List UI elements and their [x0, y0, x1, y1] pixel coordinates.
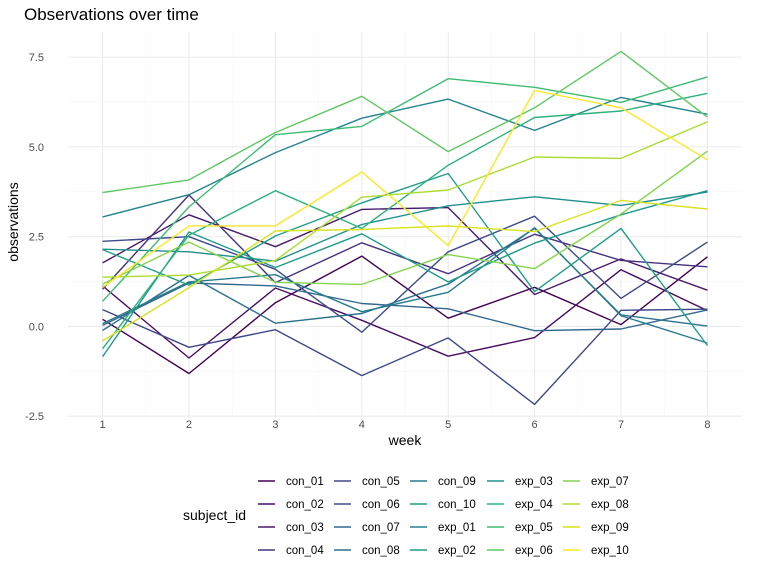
series-line-exp-02: [102, 190, 708, 357]
y-axis-ticks: -2.5 0.0 2.5 5.0 7.5: [25, 52, 44, 423]
x-tick-label: 4: [359, 419, 365, 431]
series-line-exp-03: [102, 191, 708, 262]
series-line-exp-10: [102, 89, 708, 288]
legend-item-con-04: con_04: [258, 545, 324, 557]
x-axis-ticks: 1 2 3 4 5 6 7 8: [100, 419, 711, 431]
series-line-exp-09: [102, 199, 708, 342]
legend-item-exp-05: exp_05: [487, 522, 553, 534]
x-axis-title: week: [388, 432, 423, 448]
legend-label: con_10: [438, 499, 476, 511]
series-lines: [102, 50, 708, 406]
legend-item-exp-04: exp_04: [487, 499, 553, 511]
legend-item-con-09: con_09: [410, 476, 476, 488]
legend-label: exp_09: [591, 522, 629, 534]
x-tick-label: 2: [186, 419, 192, 431]
y-tick-label: -2.5: [25, 411, 44, 423]
legend-item-exp-06: exp_06: [487, 545, 553, 557]
legend-label: exp_07: [591, 476, 629, 488]
legend-item-con-10: con_10: [410, 499, 476, 511]
legend-label: exp_03: [515, 476, 553, 488]
grid: [68, 32, 742, 418]
legend-item-exp-03: exp_03: [487, 476, 553, 488]
legend-items: con_01 con_02 con_03 con_04 con_05 con_06 con_…: [258, 476, 629, 557]
x-tick-label: 1: [100, 419, 106, 431]
y-axis-title: observations: [5, 182, 21, 261]
legend-label: con_09: [438, 476, 476, 488]
legend-label: con_07: [362, 522, 400, 534]
legend-item-con-05: con_05: [334, 476, 400, 488]
series-line-exp-04: [102, 92, 708, 350]
legend-label: con_06: [362, 499, 400, 511]
legend-label: con_02: [286, 499, 324, 511]
legend-item-con-07: con_07: [334, 522, 400, 534]
legend-label: con_01: [286, 476, 324, 488]
legend-label: con_04: [286, 545, 324, 557]
legend-item-con-02: con_02: [258, 499, 324, 511]
legend-label: exp_10: [591, 545, 629, 557]
legend-item-exp-07: exp_07: [563, 476, 629, 488]
series-line-con-10: [102, 172, 708, 346]
series-line-con-06: [102, 215, 708, 333]
y-tick-label: 0.0: [29, 321, 44, 333]
legend-label: exp_06: [515, 545, 553, 557]
series-line-exp-05: [102, 76, 708, 302]
legend-label: con_05: [362, 476, 400, 488]
legend-label: exp_02: [438, 545, 476, 557]
series-line-con-05: [102, 308, 708, 406]
series-line-exp-06: [102, 50, 708, 194]
legend-item-exp-10: exp_10: [563, 545, 629, 557]
legend-label: exp_04: [515, 499, 553, 511]
x-tick-label: 3: [272, 419, 278, 431]
legend-label: exp_01: [438, 522, 476, 534]
legend-item-con-03: con_03: [258, 522, 324, 534]
legend: subject_id con_01con_02con_03con_04con_0…: [183, 476, 629, 557]
series-line-exp-01: [102, 96, 708, 218]
chart-title: Observations over time: [24, 5, 199, 24]
x-tick-label: 7: [618, 419, 624, 431]
legend-label: con_03: [286, 522, 324, 534]
legend-item-con-08: con_08: [334, 545, 400, 557]
x-tick-label: 8: [704, 419, 710, 431]
legend-item-con-06: con_06: [334, 499, 400, 511]
legend-label: exp_08: [591, 499, 629, 511]
series-line-con-09: [102, 226, 708, 344]
legend-label: exp_05: [515, 522, 553, 534]
legend-item-exp-08: exp_08: [563, 499, 629, 511]
series-line-con-01: [102, 255, 708, 375]
legend-item-con-01: con_01: [258, 476, 324, 488]
legend-title: subject_id: [183, 507, 246, 523]
series-line-exp-08: [102, 121, 708, 278]
series-line-con-02: [102, 269, 708, 359]
y-tick-label: 2.5: [29, 232, 44, 244]
x-tick-label: 6: [532, 419, 538, 431]
legend-item-exp-02: exp_02: [410, 545, 476, 557]
x-tick-label: 5: [445, 419, 451, 431]
y-tick-label: 5.0: [29, 142, 44, 154]
legend-label: con_08: [362, 545, 400, 557]
legend-item-exp-09: exp_09: [563, 522, 629, 534]
y-tick-label: 7.5: [29, 52, 44, 64]
legend-item-exp-01: exp_01: [410, 522, 476, 534]
series-line-exp-07: [102, 150, 708, 286]
